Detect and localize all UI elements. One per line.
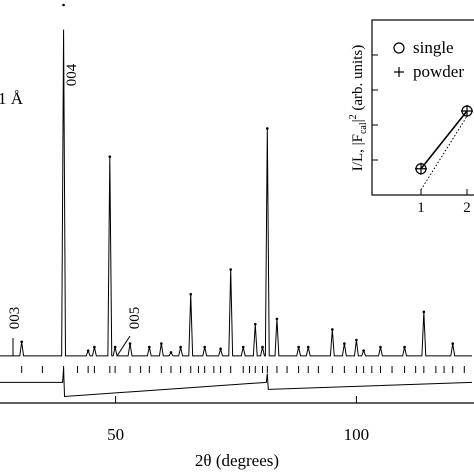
label-part: I/L, |F <box>350 134 366 171</box>
x-axis-label: 2θ (degrees) <box>195 451 279 470</box>
inset-y-label: I/L, |Fcal|2 (arb. units) <box>348 45 369 171</box>
peak-label: 004 <box>64 63 80 86</box>
label-part: 2 <box>348 114 359 119</box>
data-line <box>420 110 468 170</box>
label-part: (arb. units) <box>350 45 366 115</box>
legend-symbol <box>394 67 404 77</box>
powder-marker <box>415 162 427 175</box>
legend-symbol <box>393 42 405 54</box>
data-line <box>420 115 468 191</box>
peak-label: 005 <box>127 307 143 330</box>
inset-x-tick-label: 2 <box>463 200 471 216</box>
observed-point <box>62 3 65 7</box>
leader-line <box>116 335 131 357</box>
peak-label: 003 <box>7 307 23 330</box>
label-part: | <box>350 119 366 122</box>
x-tick-label: 50 <box>107 425 124 444</box>
inset-x-tick-label: 1 <box>417 200 425 216</box>
label-part: cal <box>358 122 369 134</box>
legend-label: single <box>413 38 454 57</box>
data-line <box>0 29 472 357</box>
data-line <box>0 368 473 398</box>
x-tick-label: 100 <box>344 425 370 444</box>
powder-marker <box>461 105 473 117</box>
legend-label: powder <box>413 62 464 81</box>
lattice-note: 1 Å <box>0 89 24 108</box>
